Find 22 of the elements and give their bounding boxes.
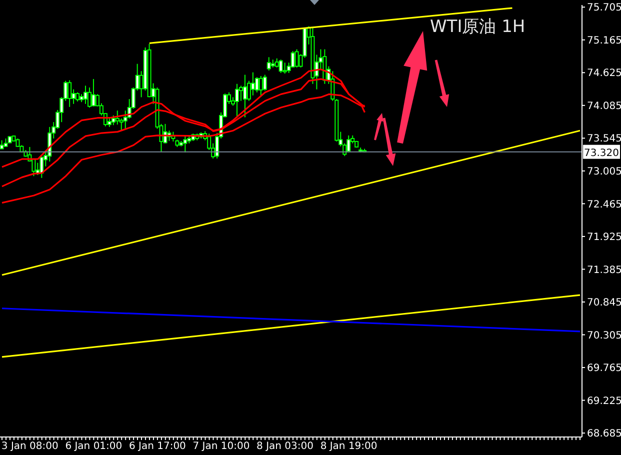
y-tick-label: 75.705 [587, 2, 621, 14]
x-tick-label: 6 Jan 17:00 [128, 441, 186, 452]
y-tick-label: 72.465 [587, 199, 621, 210]
y-tick-label: 73.545 [587, 134, 621, 145]
y-tick-label: 70.845 [587, 298, 621, 309]
y-tick-label: 75.165 [587, 35, 621, 46]
y-tick-label: 70.305 [587, 330, 621, 342]
y-tick-label: 69.765 [587, 363, 621, 374]
x-tick-label: 8 Jan 03:00 [256, 441, 314, 452]
x-tick-label: 6 Jan 01:00 [65, 441, 122, 452]
y-tick-label: 71.385 [587, 264, 621, 276]
y-tick-label: 74.625 [587, 68, 621, 80]
x-tick-label: 8 Jan 19:00 [320, 441, 378, 452]
y-tick-label: 68.685 [587, 428, 621, 440]
y-tick-label: 74.085 [587, 100, 621, 112]
y-tick-label: 69.225 [587, 396, 621, 407]
y-tick-label: 71.925 [587, 232, 621, 244]
text: WTI原油 1H [430, 16, 526, 38]
x-tick-label: 7 Jan 10:00 [192, 441, 250, 452]
ref-line-label: 73.320 [584, 148, 619, 159]
x-tick-label: 3 Jan 08:00 [1, 441, 58, 452]
y-tick-label: 73.005 [587, 166, 621, 178]
